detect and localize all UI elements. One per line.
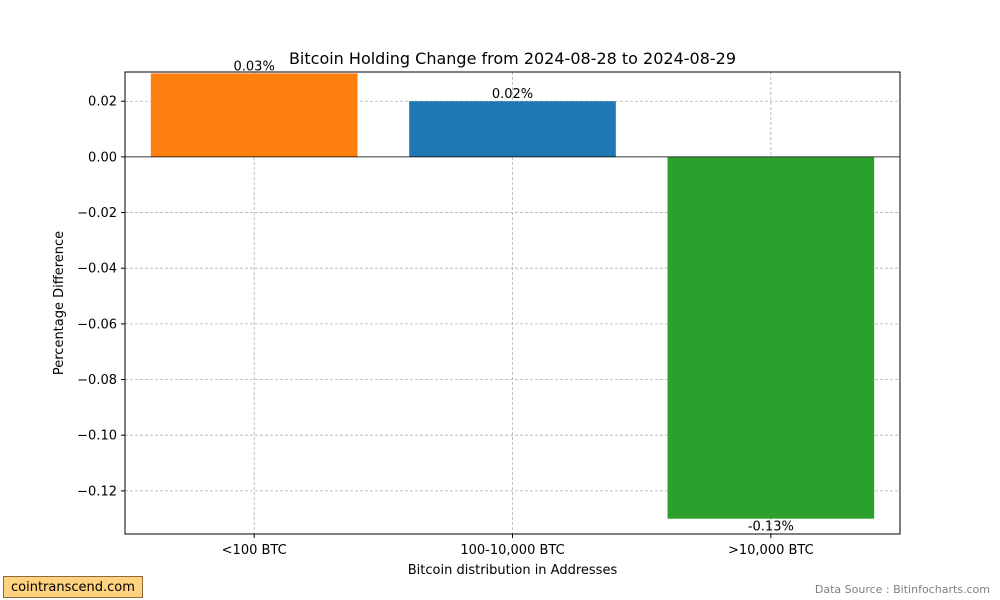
bars <box>150 73 875 519</box>
y-tick-label-2: −0.02 <box>77 206 117 221</box>
bar-2 <box>667 156 875 519</box>
chart-title: Bitcoin Holding Change from 2024-08-28 t… <box>289 49 736 68</box>
x-tick-label-1: 100-10,000 BTC <box>460 543 564 558</box>
data-label-1: 0.02% <box>492 87 533 102</box>
x-axis-ticks: <100 BTC 100-10,000 BTC >10,000 BTC <box>222 534 814 558</box>
x-tick-label-0: <100 BTC <box>222 543 287 558</box>
x-tick-label-2: >10,000 BTC <box>728 543 814 558</box>
data-label-0: 0.03% <box>234 59 275 74</box>
y-axis-ticks: 0.02 0.00 −0.02 −0.04 −0.06 −0.08 −0.10 −0.12 <box>77 95 125 499</box>
y-tick-label-4: −0.06 <box>77 317 117 332</box>
y-tick-label-5: −0.08 <box>77 373 117 388</box>
y-tick-label-6: −0.10 <box>77 429 117 444</box>
data-source-note: Data Source : Bitinfocharts.com <box>814 583 990 596</box>
y-tick-label-1: 0.00 <box>88 150 117 165</box>
x-axis-label: Bitcoin distribution in Addresses <box>408 563 618 578</box>
data-label-2: -0.13% <box>748 520 794 535</box>
bar-0 <box>150 73 358 157</box>
bar-1 <box>409 101 616 157</box>
y-tick-label-3: −0.04 <box>77 262 117 277</box>
brand-badge: cointranscend.com <box>3 576 143 598</box>
y-tick-label-0: 0.02 <box>88 95 117 110</box>
y-tick-label-7: −0.12 <box>77 484 117 499</box>
y-axis-label: Percentage Difference <box>52 231 67 375</box>
data-labels: 0.03% 0.02% -0.13% <box>234 59 794 534</box>
